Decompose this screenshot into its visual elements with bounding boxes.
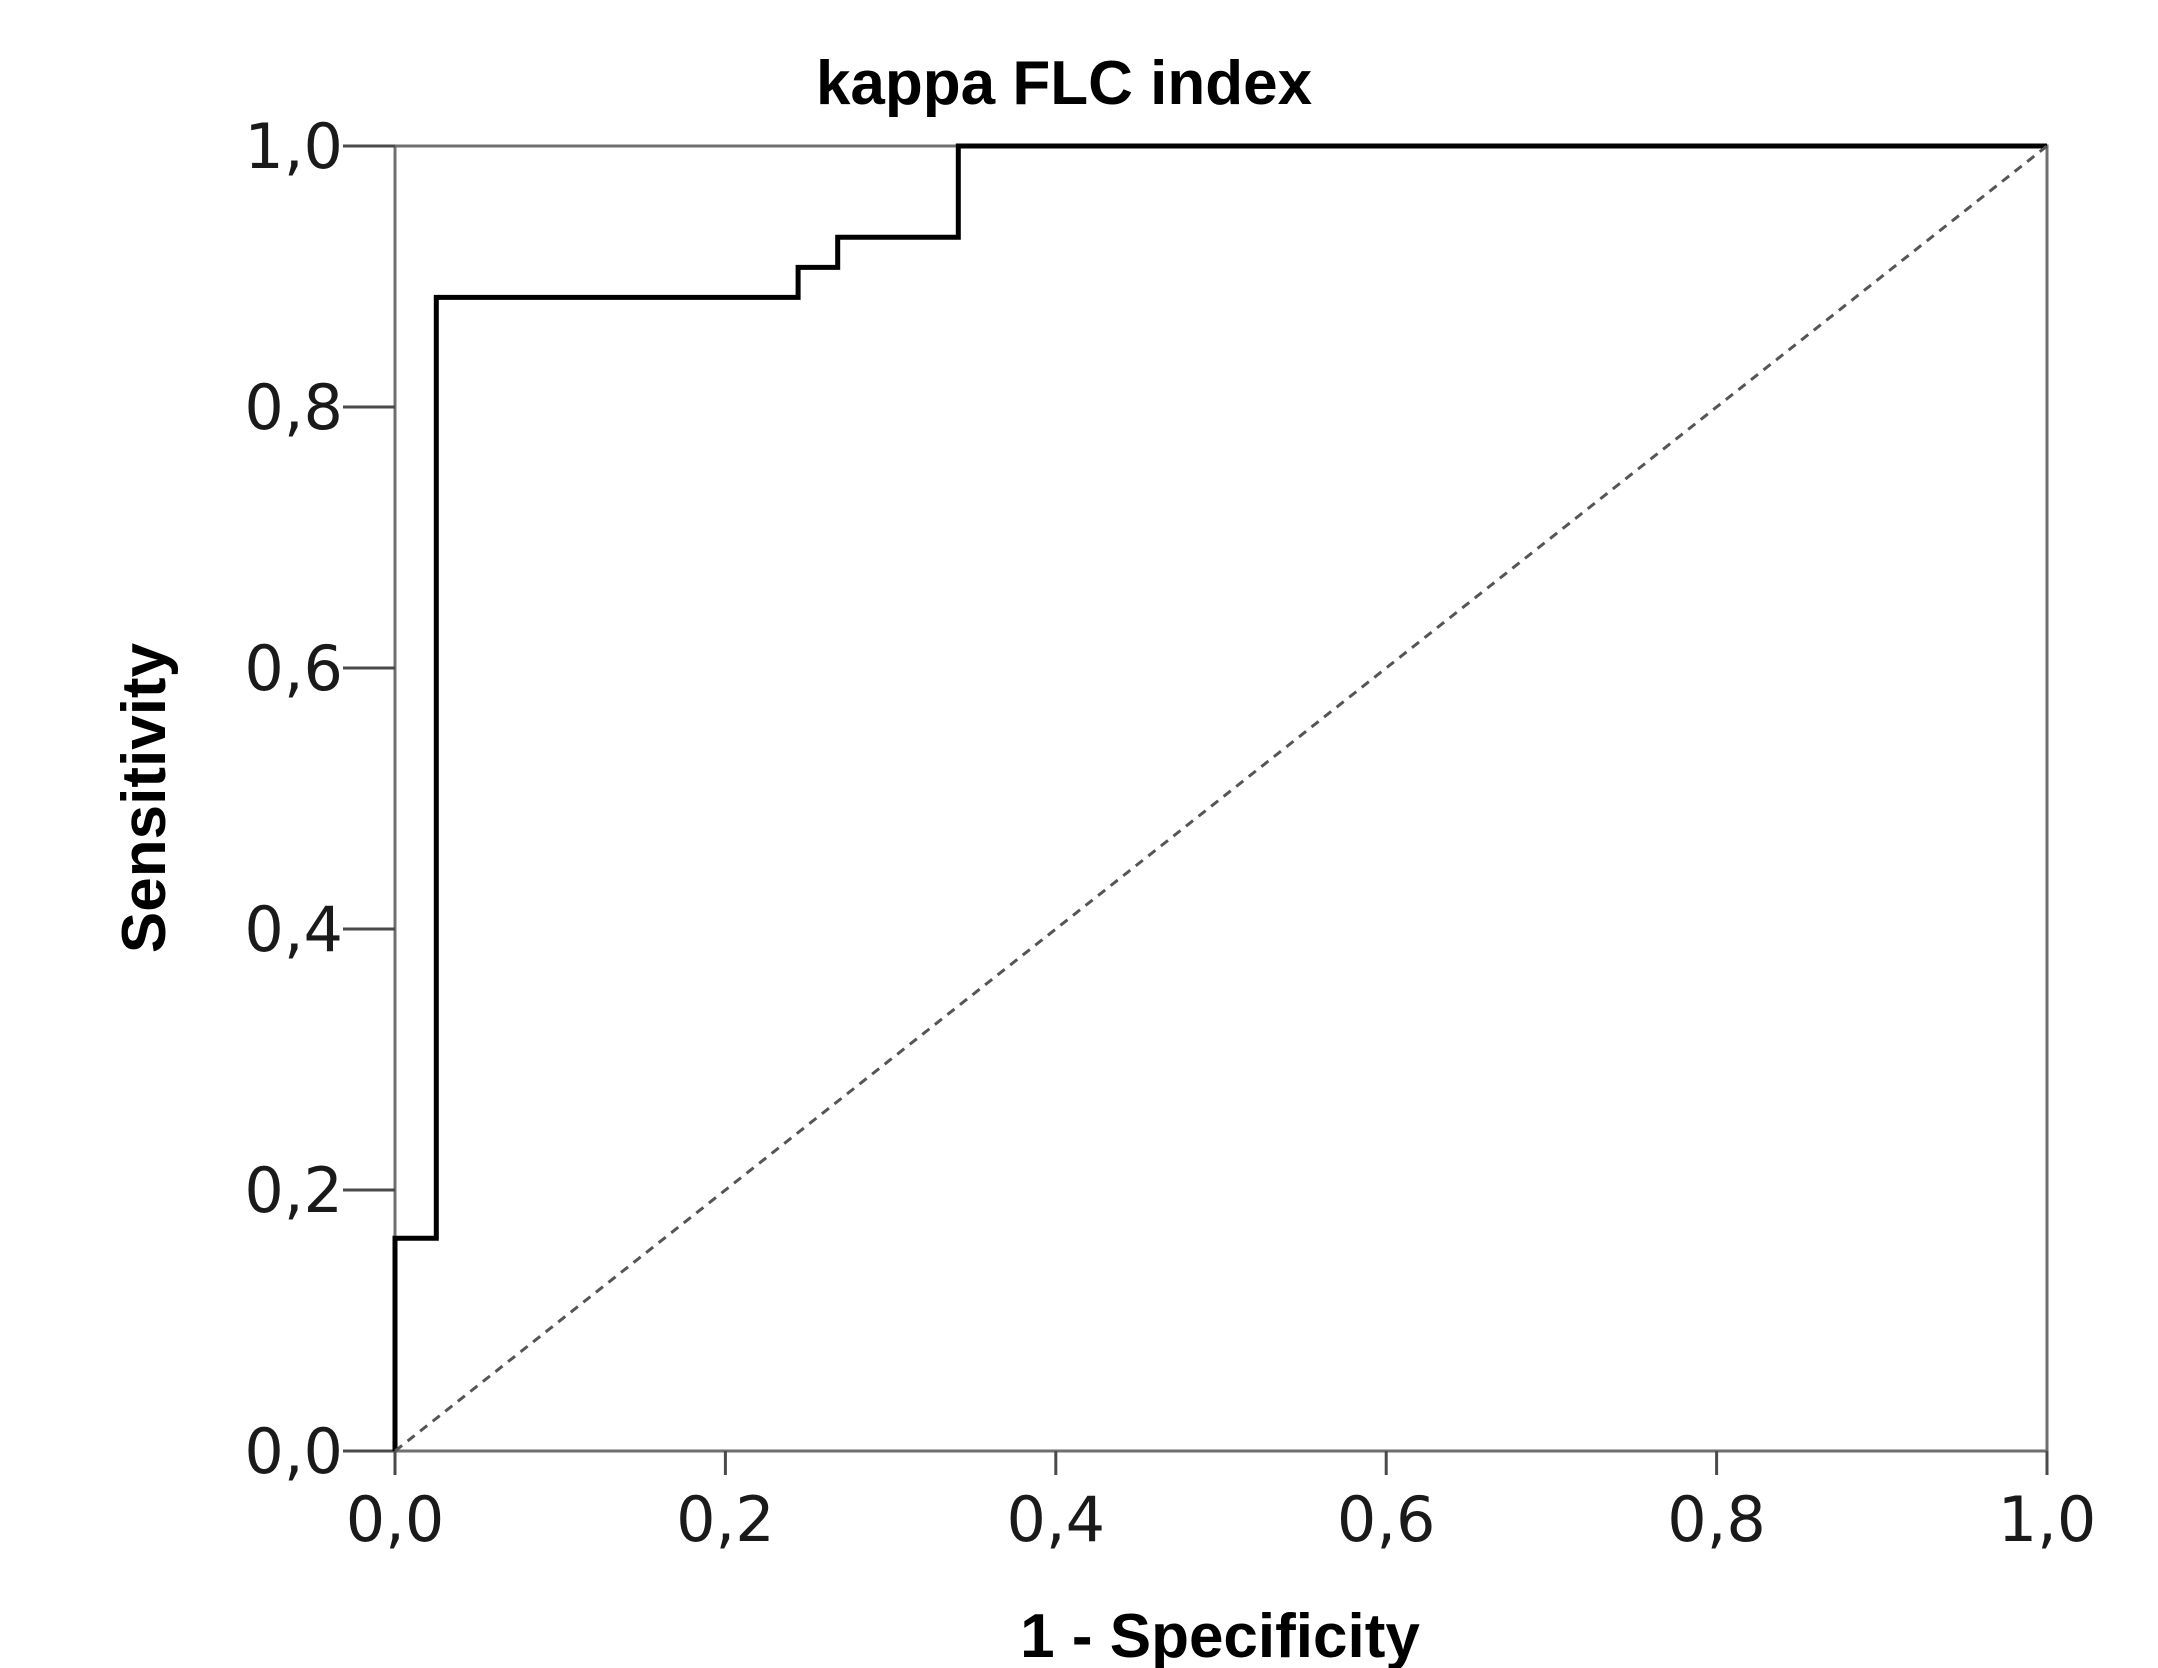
x-axis-label: 1 - Specificity — [1020, 1602, 1420, 1668]
x-tick-label: 0,6 — [1337, 1483, 1436, 1556]
x-tick-label: 0,8 — [1667, 1483, 1766, 1556]
y-tick-label: 0,0 — [244, 1415, 343, 1488]
y-tick-label: 0,8 — [244, 371, 343, 444]
x-tick-label: 1,0 — [1998, 1483, 2097, 1556]
tick-group: 0,0 0,2 0,4 0,6 0,8 1,0 0,0 0,2 0,4 0,6 0,8 1,0 — [244, 110, 2096, 1556]
x-tick-label: 0,4 — [1006, 1483, 1105, 1556]
y-axis-label: Sensitivity — [110, 642, 179, 953]
chart-title: kappa FLC index — [816, 49, 1313, 118]
reference-diagonal-line — [394, 144, 2048, 1453]
y-tick-label: 0,6 — [244, 632, 343, 705]
y-tick-label: 0,4 — [244, 893, 343, 966]
y-tick-label: 1,0 — [244, 110, 343, 183]
y-tick-label: 0,2 — [244, 1154, 343, 1227]
x-tick-label: 0,0 — [346, 1483, 445, 1556]
plot-frame — [393, 144, 2049, 1453]
roc-curve — [392, 143, 2047, 1451]
x-tick-label: 0,2 — [676, 1483, 775, 1556]
series-group — [392, 143, 2048, 1453]
